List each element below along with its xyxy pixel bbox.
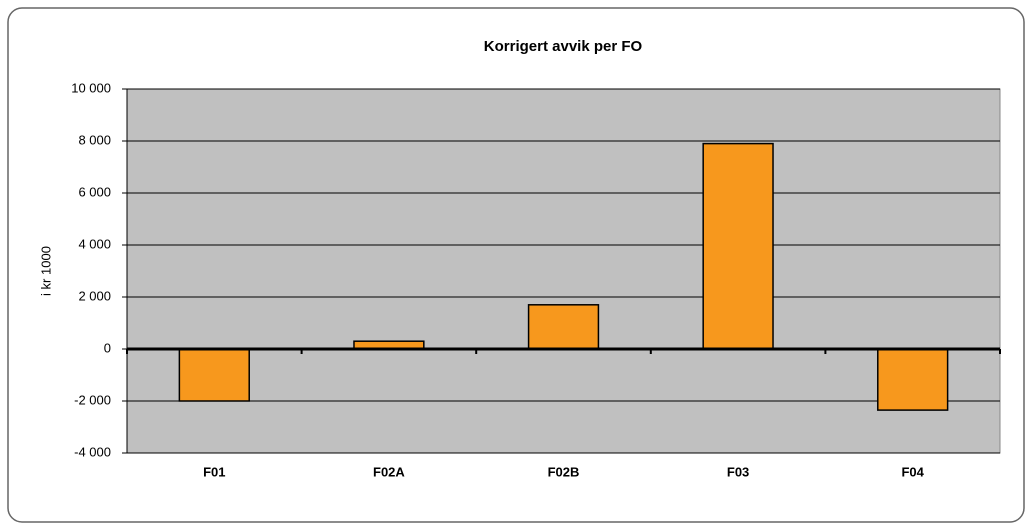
bar	[702, 142, 774, 350]
y-tick-label: 10 000	[71, 80, 111, 95]
chart-title: Korrigert avvik per FO	[484, 38, 643, 55]
y-tick-label: 0	[104, 340, 111, 355]
x-tick-label: F02B	[548, 464, 580, 479]
y-tick-label: 6 000	[78, 184, 111, 199]
y-tick-label: 8 000	[78, 132, 111, 147]
bar	[527, 304, 600, 350]
y-tick-label: -2 000	[74, 392, 111, 407]
plot-area	[126, 88, 1001, 454]
bar	[877, 348, 949, 411]
x-tick-label: F02A	[373, 464, 405, 479]
y-axis-label: i kr 1000	[38, 246, 53, 296]
y-tick-label: -4 000	[74, 444, 111, 459]
y-tick-label: 2 000	[78, 288, 111, 303]
x-tick-label: F04	[901, 464, 924, 479]
bar	[178, 348, 250, 402]
x-tick-label: F03	[727, 464, 749, 479]
y-tick-label: 4 000	[78, 236, 111, 251]
x-tick-label: F01	[203, 464, 225, 479]
